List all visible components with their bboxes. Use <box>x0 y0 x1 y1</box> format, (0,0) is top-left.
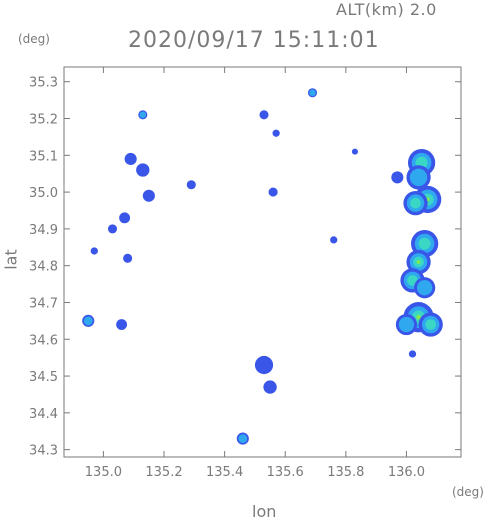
y-axis-unit: (deg) <box>18 32 50 46</box>
x-tick-label: 135.4 <box>206 465 243 480</box>
x-axis-unit: (deg) <box>452 485 484 499</box>
y-tick-label: 35.1 <box>29 149 58 164</box>
chart-title-timestamp: 2020/09/17 15:11:01 <box>128 28 380 53</box>
radar-echo <box>107 224 118 234</box>
echo-layer <box>82 88 443 445</box>
plot-frame <box>63 66 462 458</box>
radar-echo <box>90 247 98 255</box>
radar-echo <box>391 171 404 184</box>
radar-echo <box>139 111 147 119</box>
y-tick-label: 34.9 <box>29 223 58 238</box>
x-tick-label: 136.0 <box>388 465 425 480</box>
radar-echo <box>123 253 133 263</box>
x-tick-label: 135.8 <box>327 465 364 480</box>
radar-echo <box>268 187 278 197</box>
x-tick-label: 135.6 <box>267 465 304 480</box>
altitude-label: ALT(km) 2.0 <box>336 0 437 19</box>
radar-echo <box>142 189 155 202</box>
y-tick-label: 34.6 <box>29 333 58 348</box>
radar-echo <box>263 380 277 394</box>
x-tick-label: 135.2 <box>145 465 182 480</box>
radar-echo <box>418 237 431 250</box>
y-tick-label: 35.3 <box>29 76 58 91</box>
radar-echo <box>259 110 269 120</box>
y-tick-label: 34.5 <box>29 370 58 385</box>
y-tick-label: 34.8 <box>29 260 58 275</box>
radar-echo <box>425 319 437 330</box>
radar-echo <box>398 316 415 333</box>
radar-echo <box>410 197 421 209</box>
radar-echo <box>330 236 338 244</box>
radar-echo <box>351 148 358 155</box>
y-tick-label: 35.0 <box>29 186 58 201</box>
radar-echo <box>124 152 137 166</box>
radar-echo <box>309 89 316 97</box>
radar-echo <box>254 355 274 375</box>
radar-echo <box>238 434 248 443</box>
radar-echo <box>416 260 421 264</box>
x-axis-title: lon <box>252 502 277 521</box>
tick-layer: 135.0 135.2 135.4 135.6 135.8 136.0 34.3 34.4 34… <box>29 67 461 480</box>
y-tick-label: 34.3 <box>29 444 58 459</box>
radar-echo <box>116 319 128 331</box>
x-tick-label: 135.0 <box>85 465 122 480</box>
y-tick-label: 34.7 <box>29 296 58 311</box>
y-tick-label: 35.2 <box>29 113 58 128</box>
radar-echo <box>136 163 150 177</box>
radar-echo <box>408 350 417 358</box>
radar-echo <box>416 280 433 296</box>
radar-echo <box>409 168 428 187</box>
radar-echo <box>83 316 93 326</box>
radar-echo <box>416 314 421 320</box>
radar-echo <box>272 129 280 137</box>
radar-echo <box>119 212 131 224</box>
radar-echo <box>186 180 196 190</box>
y-tick-label: 34.4 <box>29 407 58 422</box>
